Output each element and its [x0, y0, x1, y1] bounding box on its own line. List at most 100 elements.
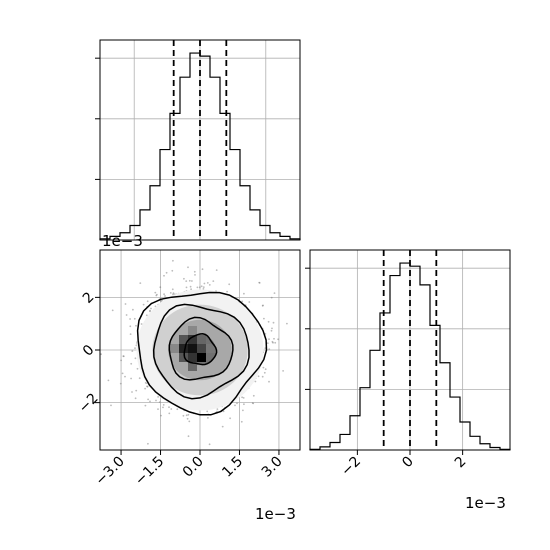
scatter-point — [172, 259, 174, 262]
scatter-point — [124, 375, 126, 378]
scatter-point — [241, 300, 244, 303]
scatter-point — [149, 400, 151, 403]
hist3-offset-label: 1e−3 — [465, 494, 506, 512]
scatter-y-tick-label: −2 — [76, 390, 102, 416]
scatter-point — [147, 442, 149, 445]
scatter-point — [215, 269, 218, 271]
density-cell — [188, 344, 197, 353]
scatter-point — [191, 280, 193, 282]
scatter-point — [268, 380, 270, 383]
scatter-point — [198, 286, 201, 289]
density-cell — [179, 344, 188, 353]
scatter-point — [263, 317, 265, 320]
scatter-point — [242, 409, 244, 412]
density-cell — [179, 353, 188, 362]
scatter-point — [157, 408, 159, 410]
scatter-point — [226, 290, 229, 293]
scatter-point — [134, 357, 137, 360]
scatter-point — [122, 355, 125, 357]
scatter-point — [262, 304, 264, 307]
scatter-point — [147, 398, 150, 401]
scatter-point — [146, 385, 149, 388]
scatter-point — [154, 291, 157, 294]
scatter-point — [160, 414, 162, 417]
scatter-point — [277, 338, 279, 341]
scatter-point — [129, 325, 132, 328]
scatter-point — [206, 282, 209, 284]
scatter-point — [202, 286, 205, 288]
density-cell — [170, 344, 179, 353]
scatter-point — [159, 286, 162, 289]
scatter-point — [264, 368, 267, 371]
scatter-point — [200, 285, 203, 288]
scatter-point — [221, 425, 224, 428]
density-cell — [197, 344, 206, 353]
scatter-x-tick-label: 0.0 — [180, 454, 207, 481]
scatter-point — [132, 308, 134, 311]
scatter-point — [172, 292, 175, 295]
scatter-point — [268, 348, 271, 350]
scatter-point — [139, 282, 142, 284]
scatter-x-tick-label: −1.5 — [132, 454, 167, 489]
scatter-point — [274, 341, 277, 344]
hist-panel-3 — [305, 249, 511, 451]
density-cell — [188, 335, 197, 344]
scatter-point — [186, 417, 189, 420]
scatter-point — [121, 372, 124, 375]
scatter-panel — [99, 249, 301, 451]
scatter-point — [185, 280, 188, 282]
scatter-point — [131, 350, 134, 352]
scatter-point — [189, 285, 192, 288]
scatter-point — [138, 377, 141, 380]
scatter-point — [229, 417, 232, 420]
scatter-point — [252, 394, 255, 397]
scatter-point — [136, 367, 139, 370]
scatter-point — [163, 293, 166, 296]
hist3-x-tick-label: −2 — [338, 454, 364, 480]
scatter-point — [171, 288, 174, 291]
scatter-point — [129, 318, 132, 320]
scatter-point — [170, 408, 173, 410]
scatter-point — [268, 338, 270, 340]
scatter-point — [270, 329, 273, 332]
scatter-point — [171, 269, 174, 272]
scatter-point — [208, 443, 211, 446]
scatter-point — [163, 274, 165, 277]
scatter-point — [150, 307, 152, 310]
scatter-point — [162, 404, 165, 406]
scatter-point — [125, 314, 128, 316]
density-cell — [188, 362, 197, 371]
scatter-point — [243, 403, 245, 406]
scatter-x-tick-label: 3.0 — [259, 454, 286, 481]
density-cell — [188, 326, 197, 335]
scatter-point — [188, 279, 191, 282]
scatter-point — [165, 271, 168, 274]
scatter-point — [183, 277, 185, 280]
scatter-point — [222, 410, 225, 413]
density-cell — [179, 335, 188, 344]
scatter-point — [188, 420, 191, 423]
scatter-point — [242, 397, 245, 399]
scatter-point — [212, 280, 215, 282]
scatter-point — [258, 282, 261, 284]
scatter-point — [193, 270, 196, 273]
scatter-point — [134, 397, 137, 400]
panel-frame — [99, 39, 301, 241]
scatter-point — [107, 379, 110, 382]
scatter-point — [156, 293, 158, 296]
scatter-point — [194, 274, 196, 276]
hist3-x-tick-label: 0 — [399, 454, 417, 472]
hist3-x-tick-label: 2 — [452, 454, 470, 472]
density-cell — [197, 335, 206, 344]
scatter-point — [236, 402, 238, 405]
scatter-point — [100, 353, 102, 356]
contour-line-2 — [152, 303, 250, 400]
scatter-point — [271, 340, 274, 343]
scatter-point — [270, 296, 273, 299]
scatter-point — [142, 303, 145, 306]
scatter-point — [203, 282, 206, 285]
contour-line-3 — [136, 291, 268, 416]
scatter-point — [133, 317, 136, 320]
scatter-point — [254, 380, 257, 383]
